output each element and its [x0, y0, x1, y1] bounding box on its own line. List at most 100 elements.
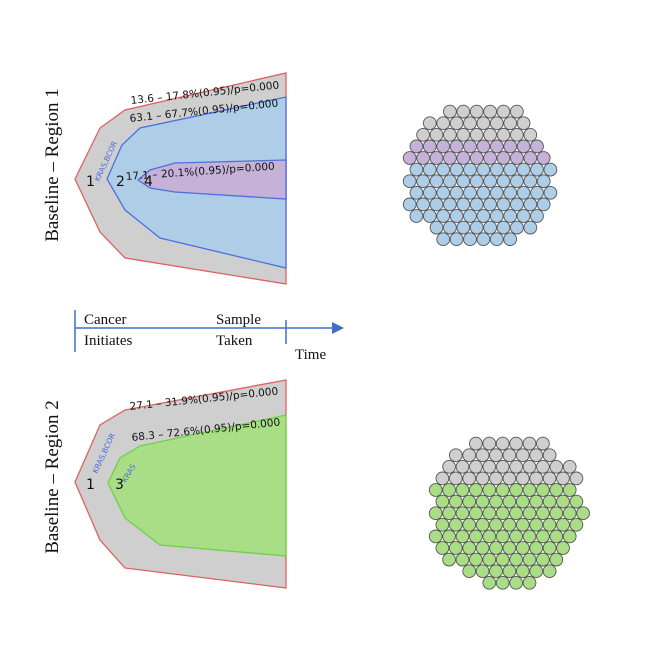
cell	[442, 552, 456, 567]
cell	[489, 471, 503, 486]
cell	[523, 220, 538, 235]
cell	[436, 185, 451, 200]
cell	[429, 127, 444, 142]
cell	[503, 209, 518, 223]
cell	[502, 494, 517, 509]
cell	[443, 174, 457, 189]
cell	[402, 151, 417, 165]
cell	[562, 459, 577, 474]
cell	[516, 209, 531, 223]
cell	[455, 552, 470, 567]
cell	[523, 197, 538, 212]
cell	[449, 139, 464, 154]
cell	[536, 174, 551, 189]
cell	[495, 483, 510, 497]
cell	[530, 209, 544, 223]
cell	[476, 162, 491, 177]
cell	[455, 459, 470, 474]
cell	[556, 471, 570, 486]
cell	[495, 575, 510, 590]
cell	[448, 541, 463, 555]
cell	[476, 232, 491, 247]
cell	[556, 517, 570, 532]
cell	[529, 517, 544, 532]
cell	[509, 506, 523, 521]
cell	[448, 471, 463, 486]
cell	[496, 104, 511, 119]
cell	[456, 174, 471, 189]
cell	[489, 116, 504, 131]
cell	[489, 185, 504, 200]
cell	[436, 209, 451, 223]
node-label-3: 3	[115, 477, 124, 493]
cell	[569, 494, 584, 509]
cell	[515, 494, 530, 509]
cell	[522, 575, 537, 590]
side-label-region-2: Baseline – Region 2	[42, 400, 63, 554]
cell	[529, 564, 544, 579]
cell	[469, 506, 483, 521]
cell	[449, 232, 464, 247]
cell	[416, 174, 430, 189]
cell	[483, 174, 497, 189]
cell	[523, 151, 538, 165]
cell	[523, 127, 538, 142]
cell	[469, 197, 484, 212]
cell	[435, 541, 450, 555]
cell	[489, 162, 504, 177]
cell	[448, 448, 463, 463]
cell	[523, 174, 538, 189]
cell	[549, 529, 564, 544]
cell	[482, 436, 497, 451]
cell	[402, 197, 417, 212]
cell	[509, 459, 523, 474]
cell	[469, 127, 484, 142]
side-label-region-1: Baseline – Region 1	[42, 88, 63, 242]
cell	[436, 116, 451, 131]
cell	[543, 185, 558, 200]
cell	[495, 529, 510, 544]
cell	[442, 483, 456, 497]
cell	[449, 162, 464, 177]
cell	[428, 483, 443, 497]
cell	[542, 564, 557, 579]
cell	[502, 564, 517, 579]
cell	[522, 529, 537, 544]
cell	[409, 185, 424, 200]
cell	[469, 459, 483, 474]
cell	[542, 517, 557, 532]
cell	[502, 541, 517, 555]
cell	[510, 104, 524, 119]
cell	[576, 506, 590, 521]
cell	[428, 529, 443, 544]
cell	[543, 162, 558, 177]
cell	[536, 552, 550, 567]
cell	[409, 139, 424, 154]
cell	[482, 483, 497, 497]
cell	[435, 517, 450, 532]
cell	[510, 174, 524, 189]
cell	[510, 127, 524, 142]
cell	[529, 541, 544, 555]
cell	[469, 151, 484, 165]
cell	[510, 220, 524, 235]
cell	[436, 232, 451, 247]
cell	[416, 197, 430, 212]
cell	[515, 471, 530, 486]
cell	[422, 185, 437, 200]
cell	[475, 564, 490, 579]
cell	[495, 552, 510, 567]
cell	[422, 116, 437, 131]
cell-cluster-region-2	[428, 436, 590, 590]
cell	[509, 483, 523, 497]
cell	[456, 197, 471, 212]
cell	[483, 104, 497, 119]
cell	[489, 232, 504, 247]
cell	[435, 471, 450, 486]
cell	[456, 220, 471, 235]
cell	[422, 139, 437, 154]
cell	[443, 151, 457, 165]
node-label-2: 2	[116, 174, 125, 190]
cell	[509, 436, 523, 451]
cell	[429, 197, 444, 212]
